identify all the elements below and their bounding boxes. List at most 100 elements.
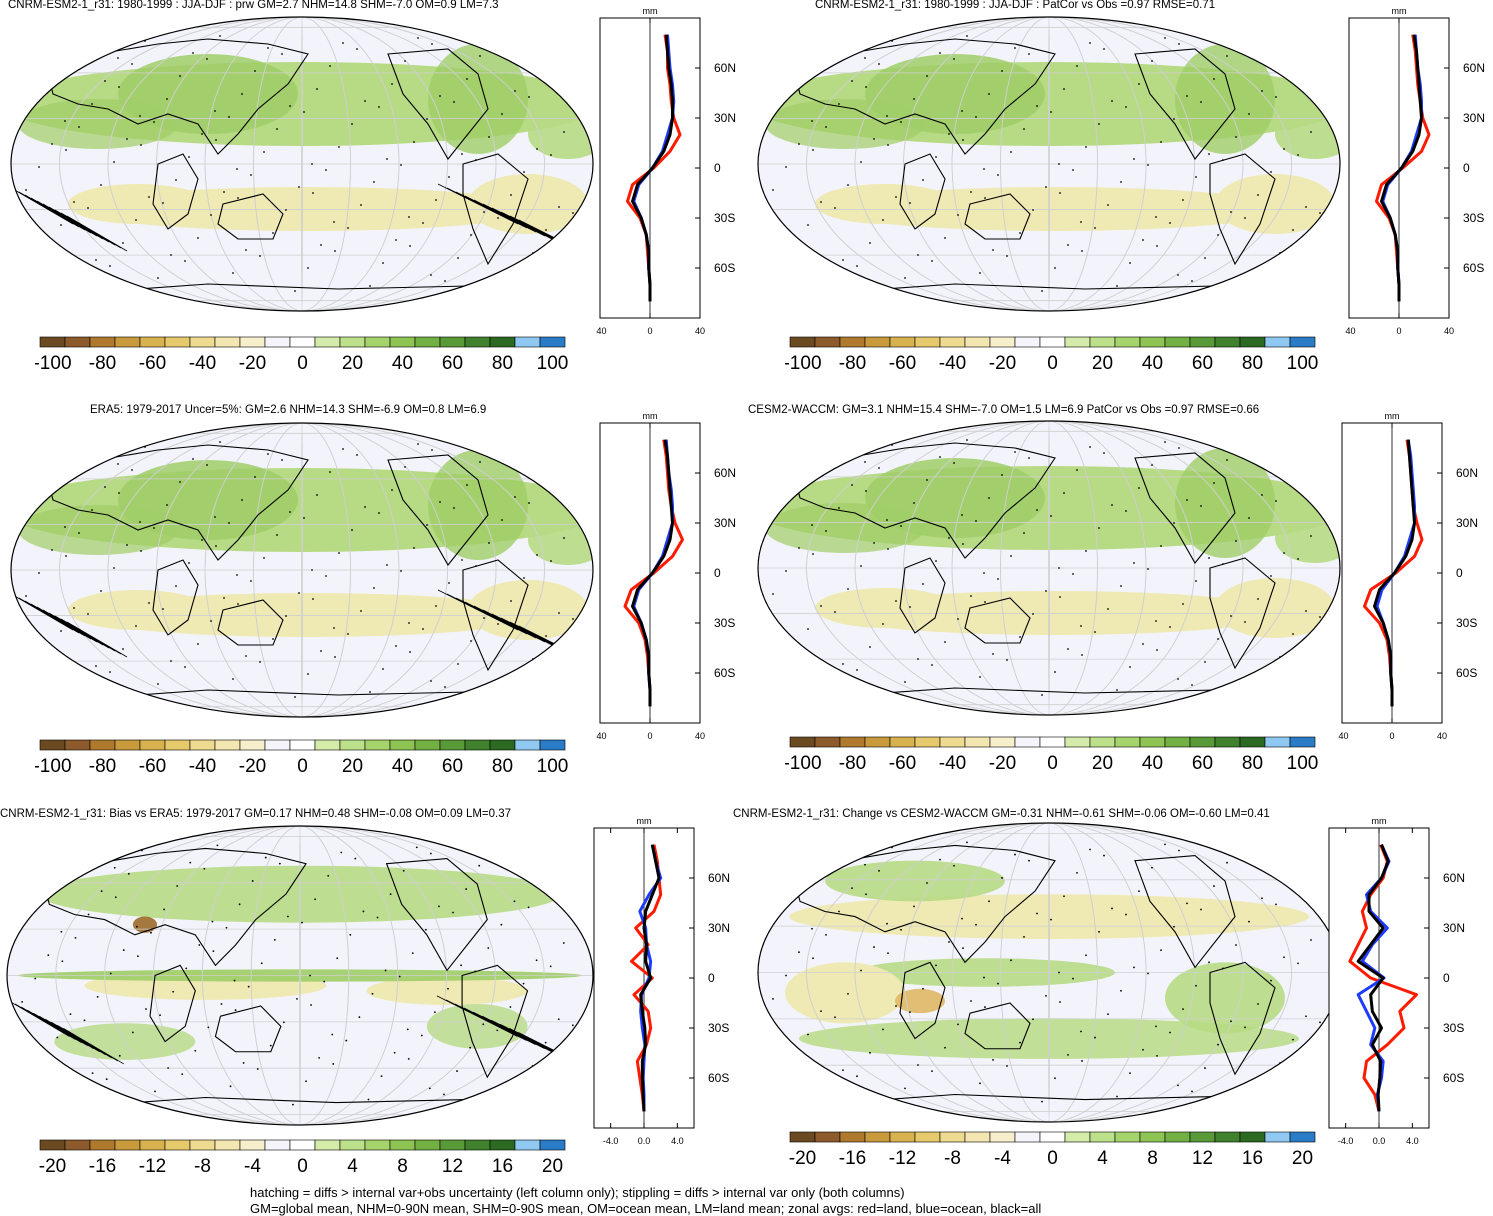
coastline	[964, 597, 1031, 644]
graticule-lon	[250, 826, 350, 1125]
stipple-dot	[424, 928, 427, 931]
stipple-dot	[409, 651, 411, 653]
stipple-dot	[1178, 447, 1180, 449]
stipple-dot	[1270, 979, 1272, 982]
stipple-dot	[452, 911, 454, 914]
stipple-dot	[900, 525, 902, 527]
stipple-dot	[347, 633, 349, 635]
stipple-dot	[541, 479, 543, 481]
colorbar-swatch	[1164, 736, 1191, 748]
stipple-dot	[325, 575, 327, 577]
colorbar-label: 20	[542, 1156, 563, 1177]
map-field	[11, 423, 593, 717]
stipple-dot	[60, 930, 63, 933]
colorbar-swatch	[139, 1139, 166, 1151]
colorbar-label: 60	[1192, 753, 1213, 774]
stipple-dot	[176, 885, 179, 887]
stipple-dot	[1182, 603, 1184, 605]
stipple-dot	[772, 998, 774, 1000]
stipple-dot	[851, 80, 853, 82]
stipple-dot	[430, 274, 432, 276]
stipple-dot	[351, 123, 353, 125]
stipple-dot	[1169, 1031, 1171, 1034]
coastline	[217, 599, 284, 646]
colorbar-swatch	[339, 336, 366, 348]
stipple-dot	[1283, 956, 1285, 959]
hatch-line	[482, 203, 564, 245]
field-region	[1215, 578, 1335, 638]
stipple-dot	[790, 91, 792, 93]
stipple-dot	[294, 290, 296, 292]
stipple-dot	[163, 908, 165, 911]
stipple-dot	[825, 126, 827, 128]
stipple-dot	[175, 585, 177, 587]
stipple-dot	[944, 641, 946, 643]
stipple-dot	[794, 247, 796, 249]
hatch-line	[24, 600, 86, 637]
stipple-dot	[159, 1014, 161, 1017]
graticule-lon	[301, 17, 303, 311]
stipple-dot	[864, 461, 866, 463]
stipple-dot	[909, 1011, 911, 1014]
stipple-dot	[210, 620, 212, 622]
stipple-dot	[1310, 939, 1312, 941]
stipple-dot	[816, 45, 818, 47]
hatch-line	[464, 601, 546, 643]
stipple-dot	[1107, 608, 1109, 610]
stipple-dot	[78, 126, 80, 128]
colorbar-swatch	[489, 336, 516, 348]
stipple-dot	[962, 139, 964, 141]
colorbar-swatch	[789, 736, 816, 748]
lat-label: 60S	[714, 261, 735, 275]
stipple-dot	[1244, 217, 1246, 219]
lat-label: 0	[708, 971, 715, 985]
stipple-dot	[145, 1008, 147, 1010]
stipple-dot	[975, 520, 977, 522]
colorbar-swatch	[464, 1139, 491, 1151]
stipple-dot	[1235, 540, 1237, 542]
stipple-dot	[369, 691, 371, 693]
stipple-dot	[1032, 613, 1034, 615]
colorbar-label: -20	[989, 353, 1016, 374]
colorbar-swatch	[1239, 336, 1266, 348]
colorbar-swatch	[1164, 336, 1191, 348]
stipple-dot	[1239, 696, 1241, 698]
stipple-dot	[1081, 1060, 1083, 1062]
colorbar-label: -80	[89, 353, 116, 374]
colorbar-swatch	[164, 739, 191, 751]
stipple-dot	[1261, 494, 1263, 496]
stipple-dot	[1023, 128, 1025, 130]
stipple-dot	[1200, 505, 1202, 507]
stipple-dot	[798, 547, 800, 549]
stipple-dot	[87, 207, 89, 209]
stipple-dot	[935, 156, 937, 158]
stipple-dot	[386, 564, 388, 566]
stipple-dot	[448, 582, 450, 584]
coastline	[47, 444, 309, 561]
stipple-dot	[153, 121, 155, 123]
stipple-dot	[78, 1095, 81, 1098]
stipple-dot	[939, 456, 941, 458]
stipple-dot	[1274, 67, 1276, 69]
stipple-dot	[917, 254, 919, 256]
stipple-dot	[413, 141, 415, 143]
stipple-dot	[838, 103, 840, 105]
lat-label: 60S	[1456, 666, 1477, 680]
stipple-dot	[1054, 671, 1056, 673]
stipple-dot	[1182, 1008, 1184, 1010]
stipple-dot	[1041, 694, 1043, 696]
colorbar-label: 0	[297, 1156, 308, 1177]
x-tick-label: -40	[596, 326, 607, 336]
colorbar-swatch	[939, 336, 966, 348]
stipple-dot	[157, 683, 159, 685]
stipple-dot	[1129, 262, 1131, 264]
colorbar-label: -40	[189, 756, 216, 777]
colorbar-swatch	[114, 1139, 141, 1151]
stipple-dot	[491, 1105, 494, 1108]
stipple-dot	[1142, 239, 1144, 241]
stipple-dot	[514, 90, 516, 92]
stipple-dot	[1266, 1085, 1268, 1088]
hatch-line	[60, 212, 122, 249]
stipple-dot	[913, 98, 915, 100]
colorbar-label: -80	[89, 756, 116, 777]
